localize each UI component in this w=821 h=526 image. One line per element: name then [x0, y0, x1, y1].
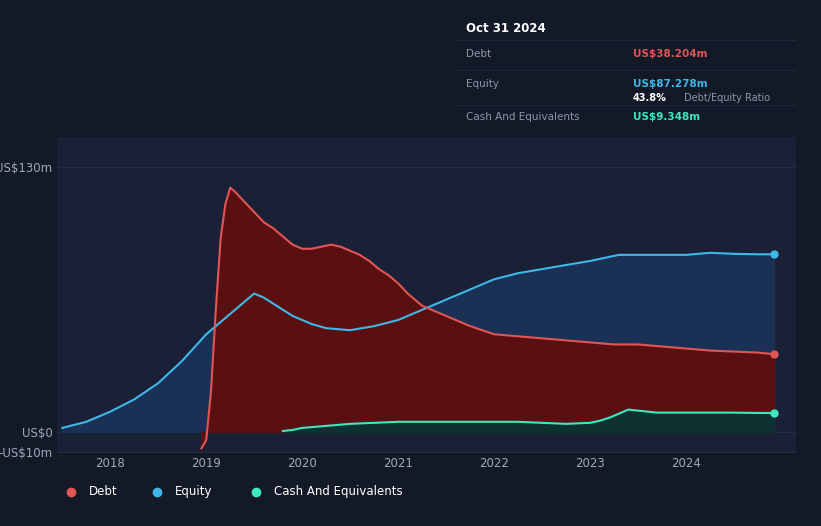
Text: Debt: Debt — [466, 49, 491, 59]
Text: Debt: Debt — [89, 485, 117, 498]
Text: Cash And Equivalents: Cash And Equivalents — [274, 485, 403, 498]
Text: 43.8%: 43.8% — [633, 93, 667, 103]
Text: US$87.278m: US$87.278m — [633, 79, 708, 89]
Text: Oct 31 2024: Oct 31 2024 — [466, 23, 546, 35]
Text: Equity: Equity — [466, 79, 499, 89]
Text: US$9.348m: US$9.348m — [633, 112, 700, 122]
Text: Equity: Equity — [175, 485, 213, 498]
Text: US$38.204m: US$38.204m — [633, 49, 708, 59]
Text: Cash And Equivalents: Cash And Equivalents — [466, 112, 580, 122]
Text: Debt/Equity Ratio: Debt/Equity Ratio — [684, 93, 770, 103]
